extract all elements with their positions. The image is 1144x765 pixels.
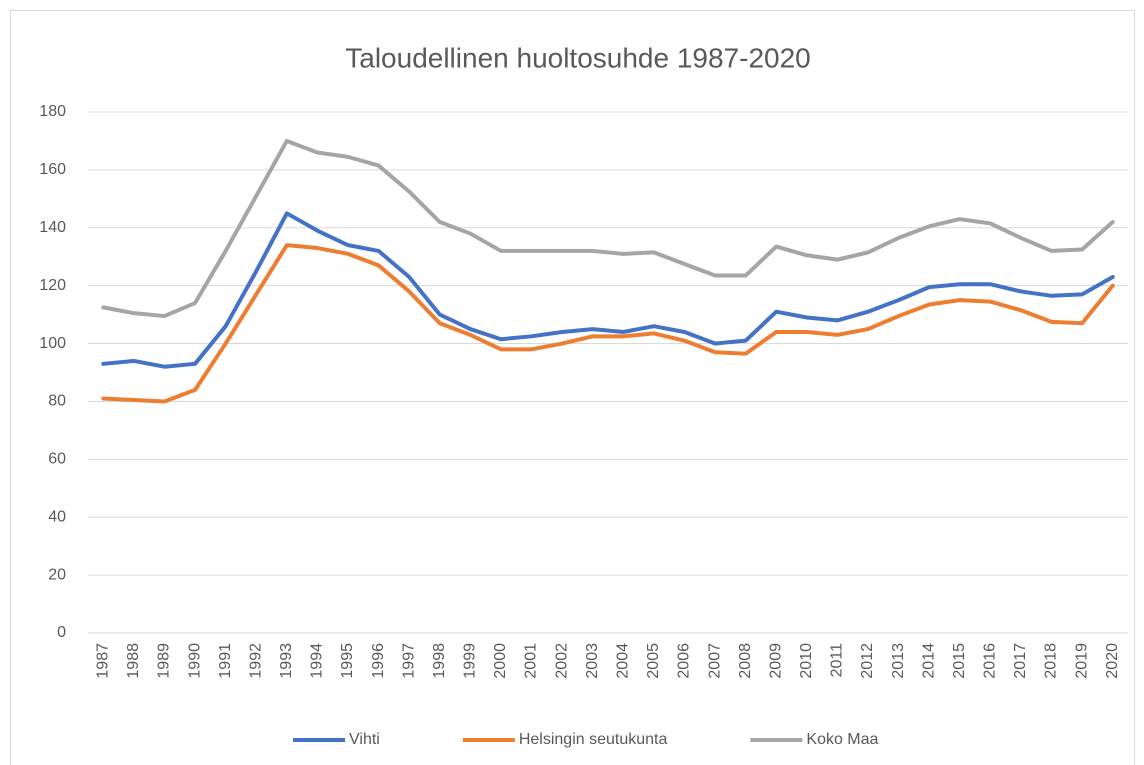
x-tick-label: 2004 [615, 643, 632, 679]
y-tick-label: 180 [39, 103, 66, 120]
x-tick-label: 1997 [400, 643, 417, 679]
x-tick-label: 1988 [125, 643, 142, 679]
x-tick-label: 2017 [1012, 643, 1029, 679]
x-tick-label: 2015 [951, 643, 968, 679]
x-tick-label: 1994 [309, 643, 326, 679]
y-tick-label: 100 [39, 335, 66, 352]
x-tick-label: 2008 [737, 643, 754, 679]
x-tick-label: 1989 [156, 643, 173, 679]
x-tick-label: 1991 [217, 643, 234, 679]
x-tick-label: 2012 [859, 643, 876, 679]
x-tick-label: 2018 [1043, 643, 1060, 679]
series-line [101, 211, 1115, 369]
x-tick-label: 1990 [186, 643, 203, 679]
series-line [101, 243, 1115, 404]
x-tick-label: 2019 [1073, 643, 1090, 679]
x-tick-label: 2011 [829, 643, 846, 678]
x-tick-label: 1999 [462, 643, 479, 679]
x-tick-label: 2003 [584, 643, 601, 679]
y-tick-label: 60 [48, 451, 66, 468]
x-tick-label: 2013 [890, 643, 907, 679]
x-tick-label: 2006 [676, 643, 693, 679]
x-tick-label: 1996 [370, 643, 387, 679]
y-tick-label: 0 [57, 624, 66, 641]
chart-title: Taloudellinen huoltosuhde 1987-2020 [345, 42, 811, 73]
x-tick-label: 2009 [767, 643, 784, 679]
x-tick-label: 2016 [982, 643, 999, 679]
x-tick-label: 1995 [339, 643, 356, 679]
x-tick-label: 2014 [920, 643, 937, 679]
x-tick-label: 2010 [798, 643, 815, 679]
y-tick-label: 140 [39, 219, 66, 236]
x-tick-label: 1987 [95, 643, 112, 679]
y-tick-label: 40 [48, 508, 66, 525]
x-tick-label: 2020 [1104, 643, 1121, 679]
x-tick-label: 2000 [492, 643, 509, 679]
y-tick-label: 120 [39, 277, 66, 294]
x-tick-label: 1998 [431, 643, 448, 679]
y-tick-label: 80 [48, 393, 66, 410]
x-tick-label: 2007 [706, 643, 723, 679]
x-tick-label: 2005 [645, 643, 662, 679]
y-tick-label: 160 [39, 161, 66, 178]
x-tick-label: 1993 [278, 643, 295, 679]
x-tick-label: 2001 [523, 643, 540, 679]
x-tick-label: 1992 [247, 643, 264, 679]
y-tick-label: 20 [48, 566, 66, 583]
legend-label: Helsingin seutukunta [519, 731, 668, 748]
legend-label: Koko Maa [806, 731, 878, 748]
series-line [101, 138, 1115, 319]
legend-label: Vihti [349, 731, 380, 748]
x-tick-label: 2002 [553, 643, 570, 679]
